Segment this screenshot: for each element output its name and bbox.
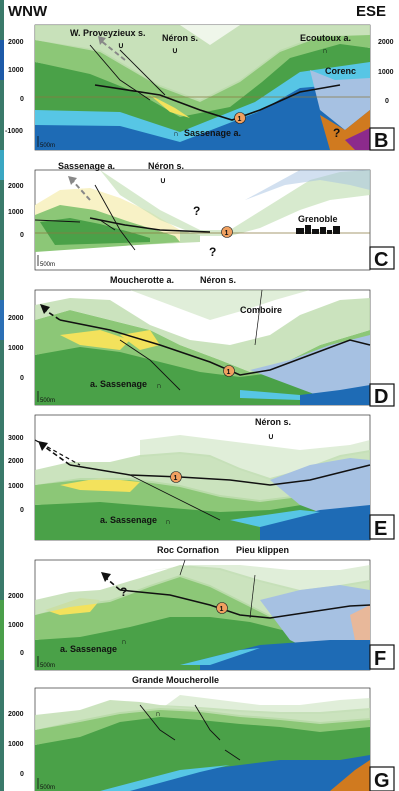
- panel-g-ticks-left: 2000 1000 0: [8, 711, 24, 778]
- svg-text:0: 0: [20, 507, 24, 514]
- label-neron-d: Néron s.: [200, 275, 236, 285]
- svg-text:0: 0: [385, 98, 389, 105]
- label-corenc: Corenc: [325, 66, 356, 76]
- svg-text:1: 1: [174, 475, 178, 482]
- svg-text:2000: 2000: [8, 315, 24, 322]
- svg-text:0: 0: [20, 96, 24, 103]
- svg-text:3000: 3000: [8, 435, 24, 442]
- panel-c: 1 C 2000 1000 0 Sassenage a. Néron s. ∪ …: [8, 161, 395, 271]
- svg-text:2000: 2000: [8, 458, 24, 465]
- label-proveyzieux: W. Proveyzieux s.: [70, 28, 146, 38]
- panel-b-letter: B: [374, 130, 388, 152]
- svg-text:1000: 1000: [8, 622, 24, 629]
- svg-text:0: 0: [20, 771, 24, 778]
- anticline-icon: ∩: [173, 129, 179, 138]
- label-ecoutoux: Ecoutoux a.: [300, 33, 351, 43]
- label-neron: Néron s.: [162, 33, 198, 43]
- svg-text:1: 1: [227, 369, 231, 376]
- panel-b: 1 B 2000 1000 0 -1000 2000 1000 0 W. Pro…: [5, 24, 395, 152]
- svg-text:1: 1: [238, 116, 242, 123]
- panel-c-letter: C: [374, 249, 388, 271]
- scale-bar: 500m: [40, 262, 55, 268]
- panel-c-ticks-left: 2000 1000 0: [8, 183, 24, 239]
- svg-text:-1000: -1000: [5, 128, 23, 135]
- label-grenoble: Grenoble: [298, 214, 338, 224]
- panel-b-ticks-right: 2000 1000 0: [378, 39, 394, 105]
- syncline-icon: ∪: [160, 176, 166, 185]
- svg-text:0: 0: [20, 375, 24, 382]
- svg-text:1: 1: [225, 230, 229, 237]
- svg-text:0: 0: [20, 650, 24, 657]
- scale-bar: 500m: [40, 143, 55, 149]
- panel-f: 1 F 2000 1000 0 Roc Cornafion Pieu klipp…: [8, 545, 395, 671]
- label-sassenage: Sassenage a.: [58, 161, 115, 171]
- syncline-icon: ∪: [118, 41, 124, 50]
- anticline-icon: ∩: [155, 709, 161, 718]
- label-sassenage: a. Sassenage: [90, 379, 147, 389]
- svg-text:1000: 1000: [8, 483, 24, 490]
- svg-text:2000: 2000: [8, 593, 24, 600]
- svg-text:1000: 1000: [8, 741, 24, 748]
- label-sassenage: a. Sassenage: [100, 515, 157, 525]
- header-wnw: WNW: [8, 3, 48, 20]
- svg-text:2000: 2000: [8, 183, 24, 190]
- panel-e-ticks-left: 3000 2000 1000 0: [8, 435, 24, 514]
- svg-text:0: 0: [20, 232, 24, 239]
- label-pieu-klippen: Pieu klippen: [236, 545, 289, 555]
- anticline-icon: ∩: [156, 381, 162, 390]
- scale-bar: 500m: [40, 398, 55, 404]
- label-roc-cornafion: Roc Cornafion: [157, 545, 219, 555]
- panel-d-letter: D: [374, 386, 388, 408]
- header-ese: ESE: [356, 3, 386, 20]
- label-sassenage: Sassenage a.: [184, 128, 241, 138]
- syncline-icon: ∪: [172, 46, 178, 55]
- svg-text:2000: 2000: [378, 39, 394, 46]
- svg-text:1000: 1000: [378, 69, 394, 76]
- scale-bar: 500m: [40, 663, 55, 669]
- svg-text:1000: 1000: [8, 209, 24, 216]
- anticline-icon: ∩: [322, 46, 328, 55]
- svg-text:1000: 1000: [8, 345, 24, 352]
- question-mark: ?: [193, 204, 200, 218]
- panel-d: 1 D 2000 1000 0 Comboire a. Sassenage ∩ …: [8, 289, 395, 408]
- label-comboire: Comboire: [240, 305, 282, 315]
- question-mark: ?: [333, 126, 340, 140]
- label-sassenage: a. Sassenage: [60, 644, 117, 654]
- left-edge-strip: [0, 0, 4, 791]
- panel-b-ticks-left: 2000 1000 0 -1000: [5, 39, 24, 135]
- scale-bar: 500m: [40, 785, 55, 791]
- anticline-icon: ∩: [121, 637, 127, 646]
- panel-e: 1 E 3000 2000 1000 0 Néron s. ∪ a. Sasse…: [8, 414, 395, 541]
- svg-text:2000: 2000: [8, 711, 24, 718]
- panel-f-ticks-left: 2000 1000 0: [8, 593, 24, 657]
- panel-f-letter: F: [374, 648, 386, 670]
- panel-g: G 2000 1000 0 Grande Moucherolle ∩ 500m: [8, 675, 395, 791]
- syncline-icon: ∪: [268, 432, 274, 441]
- panel-d-ticks-left: 2000 1000 0: [8, 315, 24, 382]
- anticline-icon: ∩: [165, 517, 171, 526]
- label-neron: Néron s.: [255, 417, 291, 427]
- svg-text:2000: 2000: [8, 39, 24, 46]
- svg-text:1: 1: [220, 606, 224, 613]
- panel-g-letter: G: [374, 770, 390, 791]
- label-grande-moucherolle: Grande Moucherolle: [132, 675, 219, 685]
- label-neron: Néron s.: [148, 161, 184, 171]
- question-mark: ?: [120, 585, 127, 599]
- label-moucherotte: Moucherotte a.: [110, 275, 174, 285]
- panel-e-letter: E: [374, 518, 387, 540]
- question-mark: ?: [209, 245, 216, 259]
- svg-text:1000: 1000: [8, 67, 24, 74]
- city-silhouette: [296, 225, 340, 234]
